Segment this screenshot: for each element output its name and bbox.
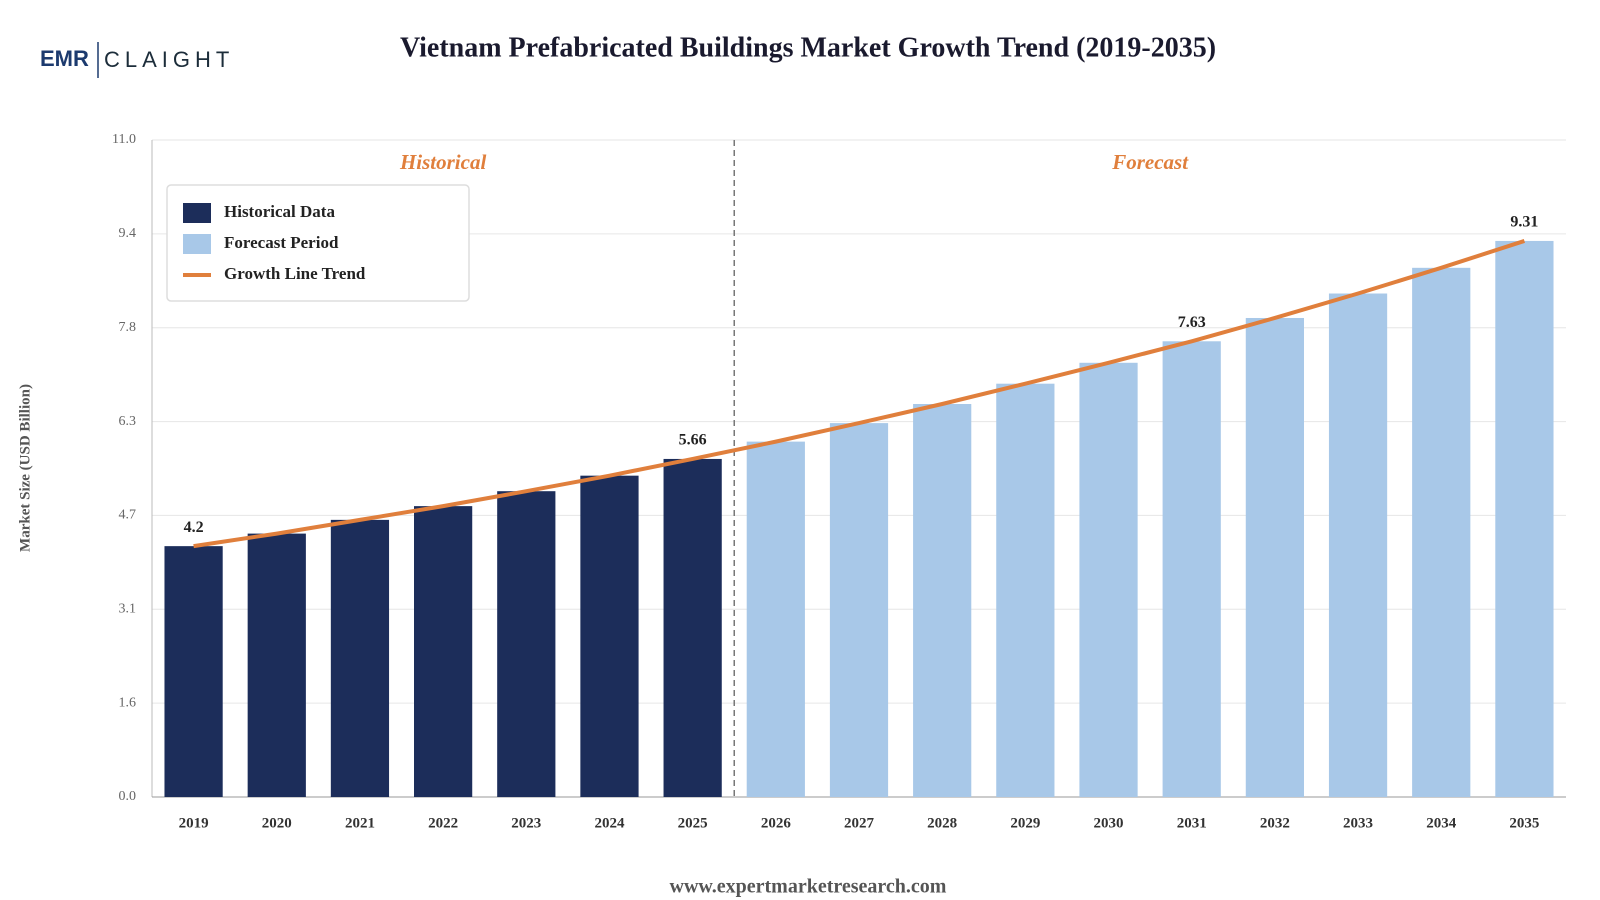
x-tick-label: 2028 [927, 815, 957, 831]
bar [414, 506, 473, 797]
legend-swatch [183, 203, 211, 223]
legend-label: Growth Line Trend [224, 264, 366, 283]
bar [1412, 267, 1471, 797]
data-label: 9.31 [1510, 214, 1538, 231]
bar [580, 475, 639, 797]
data-label: 4.2 [184, 519, 204, 536]
logo-left: EMR [40, 46, 89, 71]
bar [746, 441, 805, 797]
x-tick-label: 2035 [1509, 815, 1539, 831]
y-tick-label: 0.0 [119, 789, 137, 804]
legend-label: Historical Data [224, 202, 335, 221]
bar [1245, 317, 1304, 797]
bar [1328, 293, 1388, 797]
y-tick-label: 6.3 [119, 414, 137, 429]
x-tick-label: 2032 [1260, 815, 1290, 831]
bar [164, 546, 223, 797]
trend-line [193, 239, 1526, 549]
bar [1495, 240, 1554, 797]
x-tick-label: 2027 [844, 815, 875, 831]
x-tick-label: 2030 [1094, 815, 1124, 831]
bar [330, 519, 390, 797]
y-tick-label: 7.8 [119, 320, 137, 335]
x-tick-label: 2034 [1426, 815, 1457, 831]
bar [829, 423, 889, 797]
bar [1162, 341, 1221, 797]
x-tick-label: 2025 [678, 815, 708, 831]
x-tick-label: 2029 [1010, 815, 1040, 831]
x-tick-label: 2033 [1343, 815, 1373, 831]
footer: www.expertmarketresearch.com [670, 876, 947, 898]
x-tick-label: 2031 [1177, 815, 1207, 831]
bar [996, 383, 1055, 797]
y-tick-label: 9.4 [119, 226, 137, 241]
y-tick-label: 11.0 [112, 132, 136, 147]
y-tick-label: 3.1 [119, 602, 137, 617]
data-label: 7.63 [1178, 314, 1206, 331]
y-tick-label: 1.6 [119, 695, 137, 710]
bar [1079, 362, 1138, 797]
logo-right: CLAIGHT [104, 47, 234, 72]
bar [497, 491, 556, 797]
x-tick-label: 2019 [179, 815, 209, 831]
y-axis-label: Market Size (USD Billion) [17, 384, 33, 552]
data-label: 5.66 [679, 432, 707, 449]
x-tick-label: 2021 [345, 815, 375, 831]
bar [663, 458, 722, 797]
bar [247, 533, 306, 797]
legend-label: Forecast Period [224, 233, 339, 252]
x-tick-label: 2026 [761, 815, 792, 831]
legend-box [166, 184, 470, 302]
chart-title: Vietnam Prefabricated Buildings Market G… [400, 32, 1216, 63]
forecast-annotation: Forecast [1111, 150, 1189, 174]
x-tick-label: 2022 [428, 815, 458, 831]
x-tick-label: 2023 [511, 815, 541, 831]
y-tick-label: 4.7 [119, 508, 137, 523]
x-tick-label: 2020 [262, 815, 292, 831]
historical-annotation: Historical [399, 150, 487, 174]
x-tick-label: 2024 [594, 815, 625, 831]
legend-swatch [183, 234, 211, 254]
bar [913, 403, 972, 797]
